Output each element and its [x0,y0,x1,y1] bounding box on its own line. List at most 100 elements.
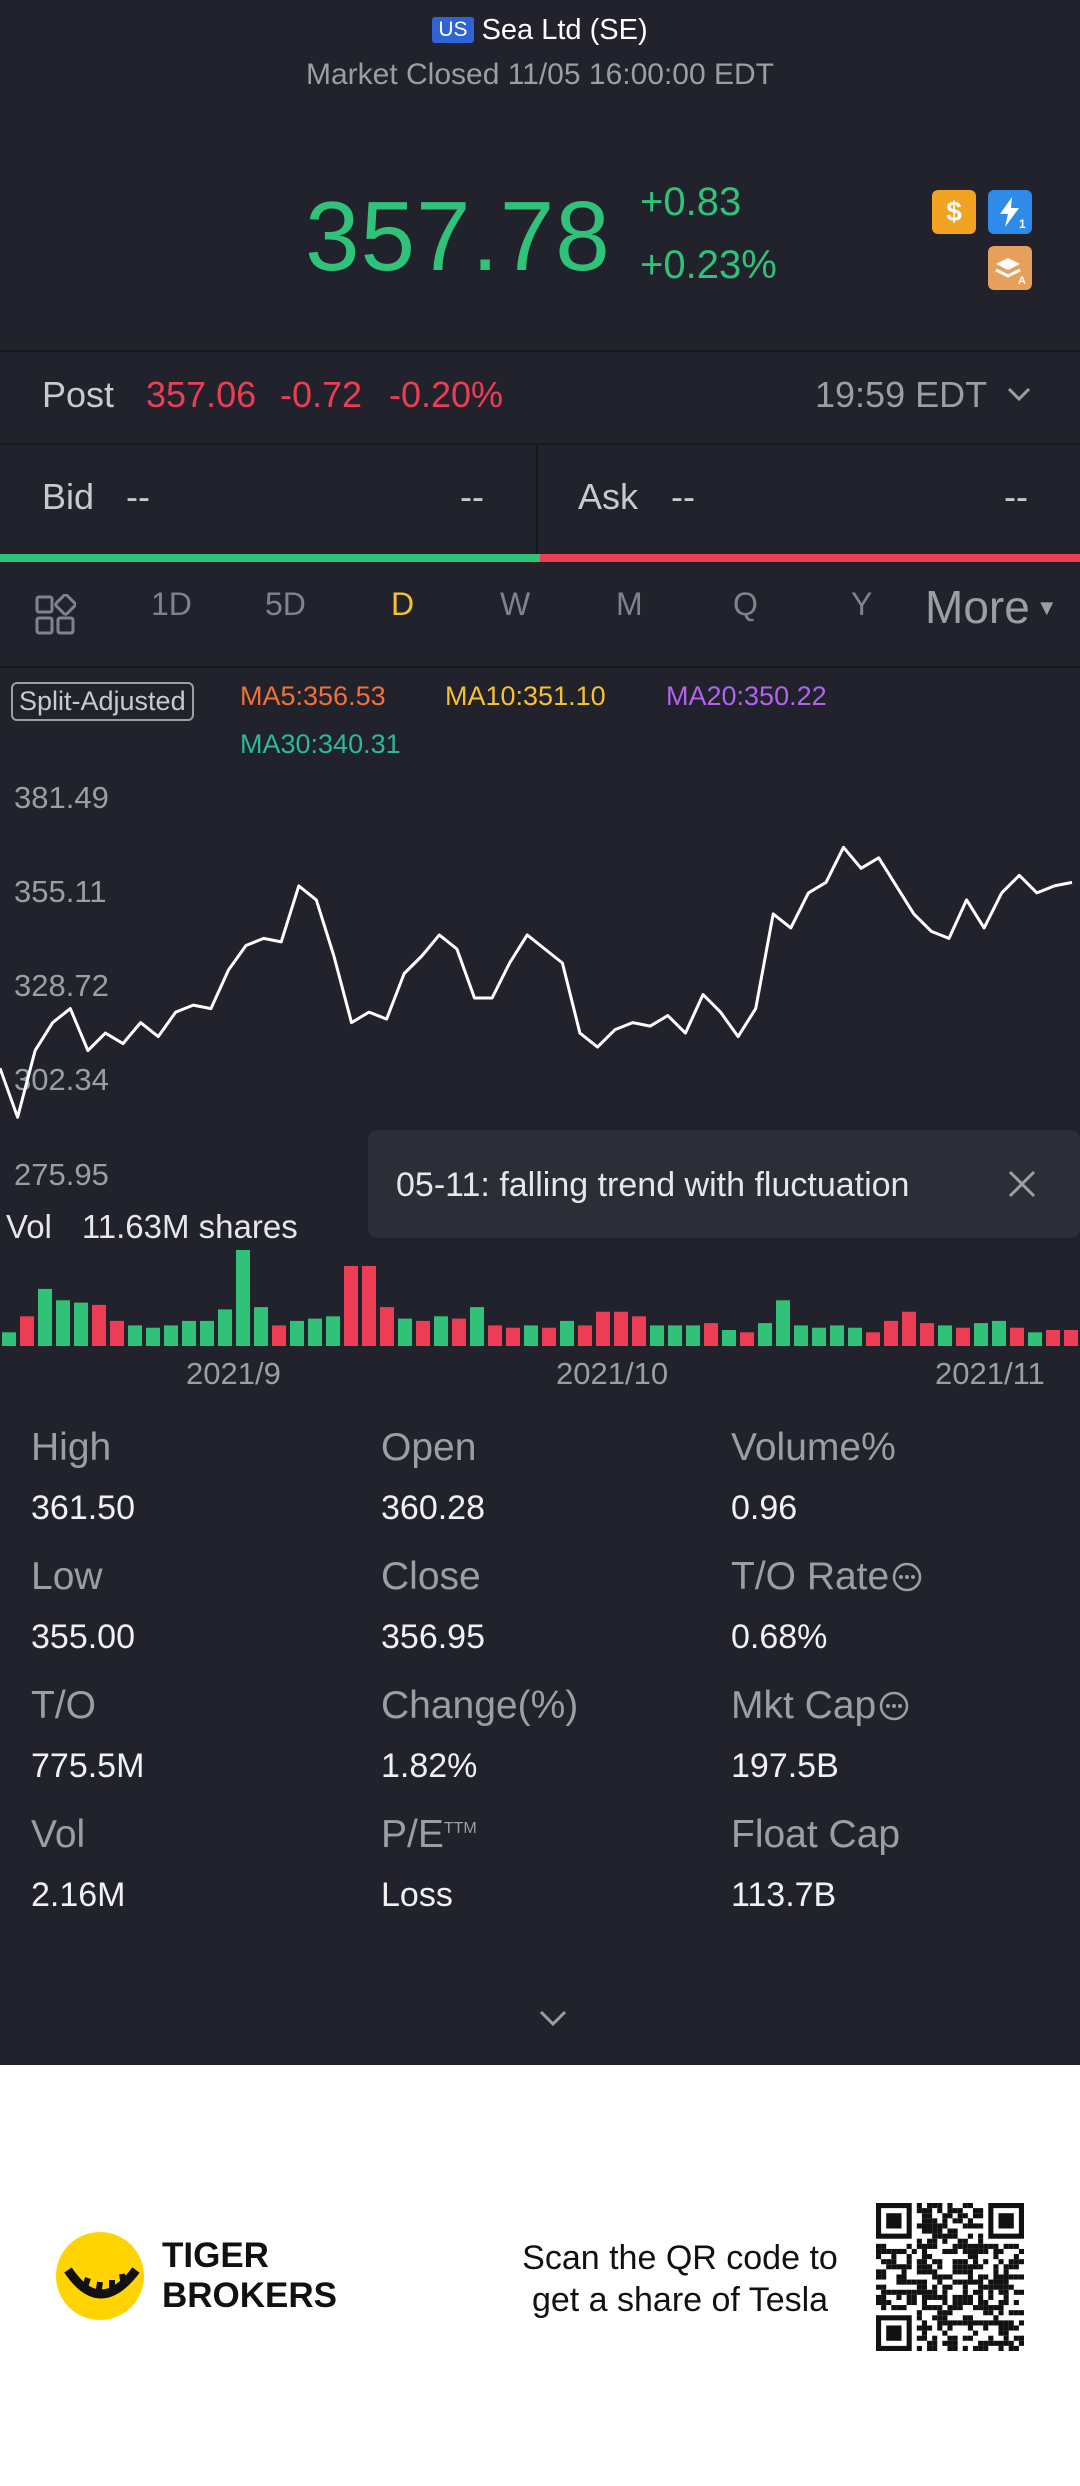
volume-bar [164,1325,178,1346]
volume-bar [182,1320,196,1346]
qr-call-to-action: Scan the QR code to get a share of Tesla [500,2237,860,2321]
tab-5d[interactable]: 5D [265,586,306,622]
stat-label[interactable]: Mkt Cap [731,1684,910,1728]
tab-1d[interactable]: 1D [151,586,192,622]
bid-ask-separator [536,446,538,556]
stat-label-text: T/O [31,1684,96,1727]
post-market-price: 357.06 [146,374,257,415]
ask-size: -- [1004,476,1028,517]
volume-bar [488,1325,502,1346]
bid-value: -- [126,476,150,517]
dollar-badge-icon[interactable]: $ [932,190,976,234]
volume-bar [866,1332,880,1346]
close-icon[interactable] [1006,1168,1038,1205]
volume-bar [848,1327,862,1346]
stat-label[interactable]: T/O Rate [731,1555,923,1599]
stat-label-text: T/O Rate [731,1555,890,1598]
tab-weekly[interactable]: W [500,586,531,622]
stat-label: Volume% [731,1426,896,1470]
stat-value: 1.82% [381,1747,478,1785]
stat-value: 0.96 [731,1489,798,1527]
brand-line-2: BROKERS [162,2276,338,2315]
volume-bar [578,1325,592,1346]
stat-label-text: Volume% [731,1426,896,1469]
stat-label: Low [31,1555,103,1599]
volume-bar [470,1307,484,1346]
stat-value: 0.68% [731,1618,828,1656]
stat-label-text: Vol [31,1813,86,1856]
volume-bar [686,1325,700,1346]
stat-value: Loss [381,1876,453,1914]
lightning-badge-icon[interactable]: 1 [988,190,1032,234]
stat-value: 775.5M [31,1747,145,1785]
stock-name: Sea Ltd (SE) [481,14,648,46]
trend-tooltip-text: 05-11: falling trend with fluctuation [396,1166,910,1204]
volume-value: 11.63M shares [81,1208,298,1245]
tab-quarterly[interactable]: Q [733,586,758,622]
bid-size: -- [460,476,484,517]
volume-bar [1028,1332,1042,1346]
stat-value: 2.16M [31,1876,126,1914]
bid-label: Bid [42,476,95,517]
volume-bar [1010,1327,1024,1346]
ask-label: Ask [578,476,639,517]
ma5-value: MA5:356.53 [240,681,386,711]
volume-bar [542,1327,556,1346]
volume-bar [830,1325,844,1346]
volume-bar [524,1325,538,1346]
ma10-value: MA10:351.10 [445,681,606,711]
price-chart[interactable] [0,790,1080,1190]
post-market-change-pct: -0.20% [389,374,504,415]
info-icon[interactable] [889,1555,923,1598]
volume-bar [650,1325,664,1346]
volume-bar [218,1309,232,1346]
volume-bar [956,1327,970,1346]
stat-label: High [31,1426,111,1470]
more-button[interactable]: More ▼ [925,580,1058,634]
volume-bar [128,1325,142,1346]
tab-monthly[interactable]: M [616,586,643,622]
divider [0,350,1080,352]
volume-bar [974,1323,988,1346]
tutorial-badge-icon[interactable]: A [988,246,1032,290]
stat-value: 361.50 [31,1489,135,1527]
volume-bar [740,1332,754,1346]
chevron-down-icon[interactable] [1004,382,1034,411]
stat-label-text: P/E [381,1813,444,1856]
ask-value: -- [671,476,695,517]
volume-bar [344,1266,358,1346]
stat-label: Vol [31,1813,85,1857]
tab-daily[interactable]: D [391,586,415,622]
post-market-time[interactable]: 19:59 EDT [815,374,988,415]
x-tick-label: 2021/11 [935,1356,1045,1391]
market-status: Market Closed 11/05 16:00:00 EDT [305,58,775,91]
stat-label-text: Mkt Cap [731,1684,877,1727]
cta-line-2: get a share of Tesla [531,2281,829,2319]
volume-bar [794,1325,808,1346]
stat-label-text: Open [381,1426,477,1469]
divider [0,443,1080,445]
volume-bar [416,1320,430,1346]
volume-title: Vol [6,1208,52,1245]
expand-chevron-icon[interactable] [536,2006,570,2035]
grid-layout-icon[interactable] [34,593,77,641]
tab-yearly[interactable]: Y [851,586,873,622]
split-adjusted-toggle[interactable]: Split-Adjusted [11,682,194,721]
volume-bar [362,1266,376,1346]
cta-line-1: Scan the QR code to [522,2239,838,2277]
post-market-label: Post [42,374,115,415]
volume-bar [812,1327,826,1346]
x-tick-label: 2021/10 [556,1356,669,1391]
tiger-logo-icon [54,2230,146,2327]
ask-strength-bar [540,554,1080,562]
volume-bar [722,1330,736,1346]
svg-text:1: 1 [1019,217,1026,230]
last-price: 357.78 [305,181,611,291]
volume-bar [110,1320,124,1346]
info-icon[interactable] [876,1684,910,1727]
volume-bar [776,1300,790,1346]
market-badge: US [432,17,474,43]
stat-label-text: Low [31,1555,103,1598]
stat-label: Close [381,1555,481,1599]
volume-bar [272,1325,286,1346]
